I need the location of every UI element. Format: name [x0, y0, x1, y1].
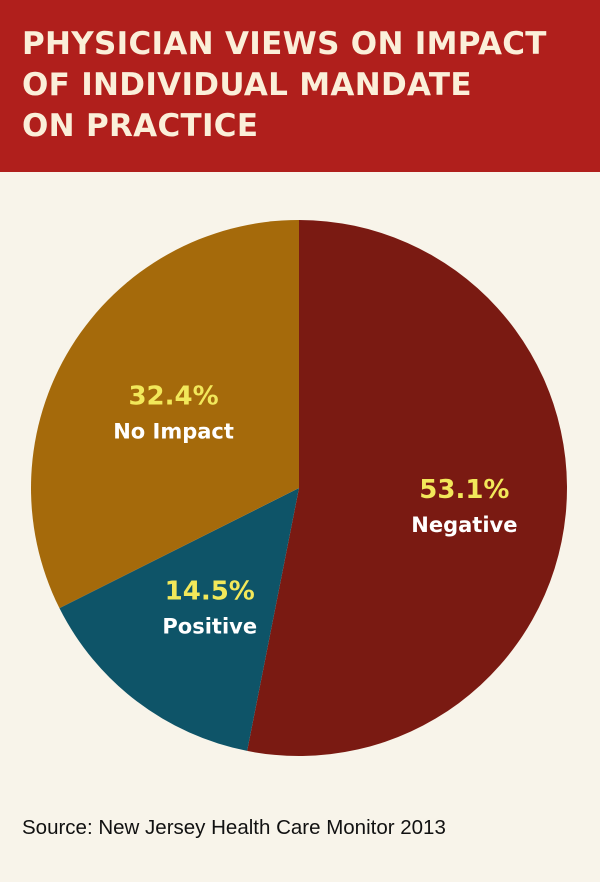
title-banner: PHYSICIAN VIEWS ON IMPACT OF INDIVIDUAL … [0, 0, 600, 172]
category-label-no-impact: No Impact [113, 420, 234, 444]
value-label-negative: 53.1% [419, 475, 509, 505]
chart-title: PHYSICIAN VIEWS ON IMPACT OF INDIVIDUAL … [22, 26, 547, 144]
pie-slice-no-impact [30, 220, 300, 609]
value-label-no-impact: 32.4% [128, 382, 218, 412]
pie-slice-negative [247, 220, 568, 756]
pie-slice-positive [59, 488, 299, 751]
category-label-negative: Negative [411, 513, 517, 537]
pie-chart: 53.1% Negative 14.5% Positive 32.4% No Impact [30, 220, 568, 756]
value-label-positive: 14.5% [165, 576, 255, 606]
category-label-positive: Positive [162, 614, 257, 638]
source-note: Source: New Jersey Health Care Monitor 2… [22, 816, 446, 839]
